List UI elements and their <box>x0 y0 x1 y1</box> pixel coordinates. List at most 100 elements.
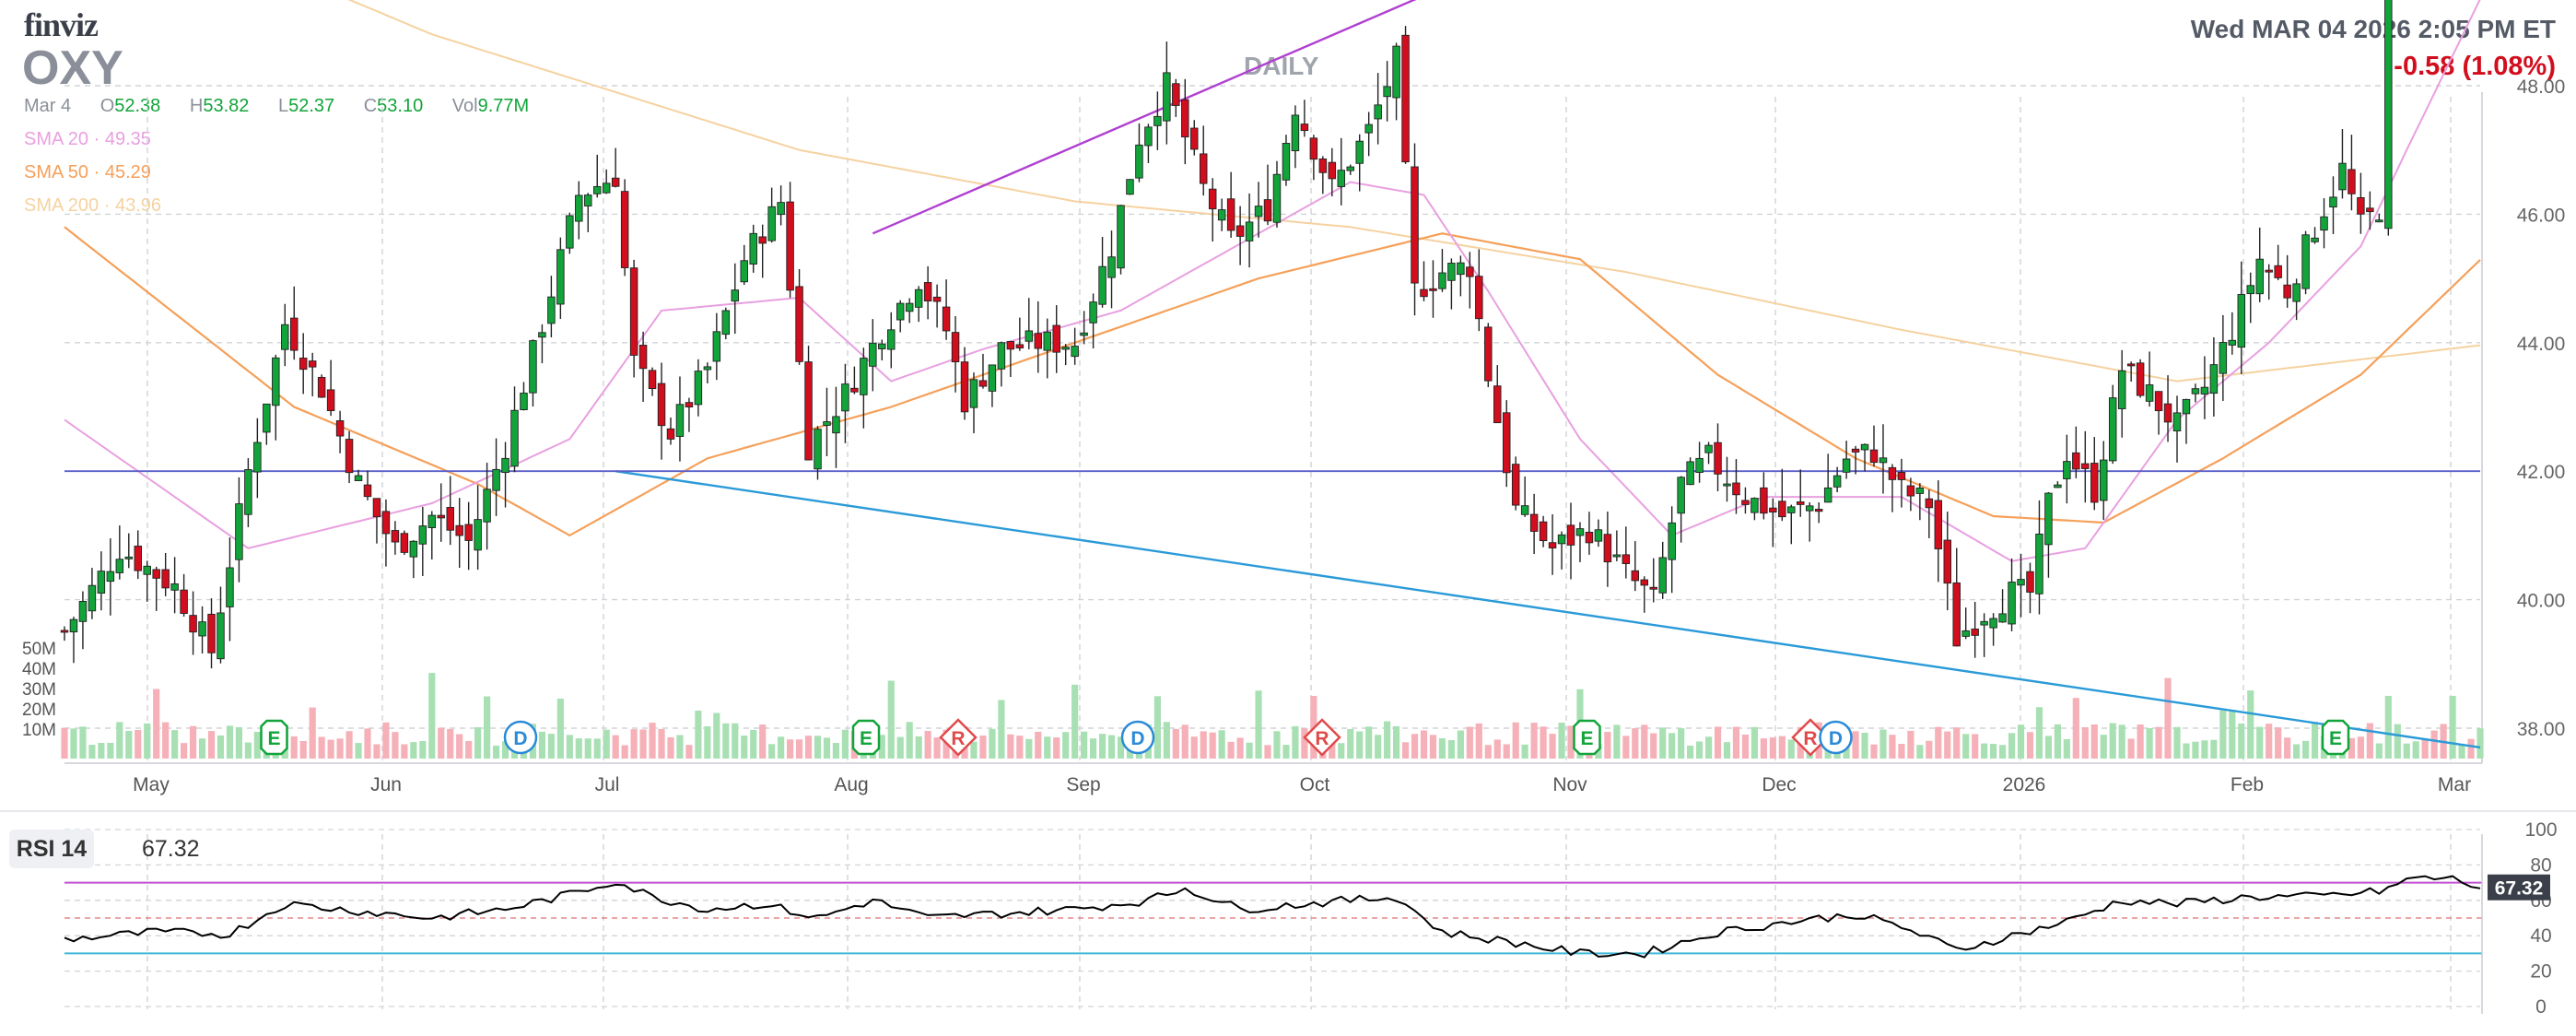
candle-body <box>363 484 372 498</box>
candle-body <box>345 439 354 474</box>
event-marker-rating[interactable]: R <box>1791 718 1830 757</box>
volume-bar <box>116 722 123 759</box>
event-marker-dividend[interactable]: D <box>1120 720 1155 755</box>
candle-body <box>823 421 831 426</box>
volume-bar <box>2384 696 2392 759</box>
candle-body <box>1346 166 1354 171</box>
volume-bar <box>290 736 298 759</box>
candle-body <box>253 441 262 473</box>
candle-body <box>1612 554 1622 558</box>
volume-bar <box>1760 738 1767 759</box>
sma20-value: 49.35 <box>104 129 151 149</box>
volume-bar <box>1741 734 1750 759</box>
earnings-marker-shape <box>1573 719 1601 756</box>
candle-body <box>1640 579 1649 586</box>
candle-body <box>1622 554 1631 564</box>
volume-bar <box>547 734 555 759</box>
sma200-line <box>347 0 2481 383</box>
volume-bar <box>621 745 628 759</box>
volume-bar <box>392 732 399 759</box>
volume-bar <box>2026 732 2034 759</box>
volume-bar <box>1401 742 1410 759</box>
volume-bar <box>456 734 463 759</box>
event-marker-dividend[interactable]: D <box>503 720 538 755</box>
candle-body <box>887 329 896 350</box>
candle-body <box>1098 265 1107 305</box>
volume-bar <box>465 740 473 759</box>
ohlc-date: Mar 4 <box>24 96 72 116</box>
x-axis-label: Dec <box>1762 774 1796 795</box>
volume-bar <box>1301 728 1308 759</box>
volume-bar <box>1678 728 1685 759</box>
candle-body <box>2366 207 2374 213</box>
event-marker-dividend[interactable]: D <box>1819 720 1853 755</box>
sma200-value: 43.96 <box>114 195 162 216</box>
x-axis-label: Jul <box>595 774 620 795</box>
volume-axis-tick: 10M <box>22 721 56 740</box>
candle-body <box>1208 188 1217 210</box>
candle-body <box>244 469 252 515</box>
event-marker-earnings[interactable]: E <box>1573 719 1601 756</box>
candle-body <box>1686 461 1694 486</box>
volume-bar <box>593 738 601 759</box>
candle-body <box>335 420 345 437</box>
candles <box>60 0 2393 669</box>
candle-body <box>1493 385 1502 424</box>
volume-bar <box>1218 730 1225 759</box>
event-marker-rating[interactable]: R <box>1303 718 1341 757</box>
volume-bar <box>336 738 344 759</box>
candle-body <box>538 332 546 338</box>
volume-bar <box>1356 731 1364 759</box>
event-marker-rating[interactable]: R <box>939 718 978 757</box>
candle-body <box>2008 582 2016 625</box>
volume-bar <box>1227 741 1235 759</box>
volume-bar <box>171 730 179 759</box>
candle-body <box>2017 579 2025 586</box>
earnings-marker-shape <box>851 719 881 756</box>
candle-body <box>1566 524 1575 546</box>
sma200-legend: SMA 200 · 43.96 <box>24 195 162 216</box>
candle-body <box>2081 463 2090 469</box>
volume-bar <box>61 727 68 759</box>
volume-bar <box>2403 743 2410 759</box>
rsi-current-value: 67.32 <box>2495 878 2544 900</box>
event-marker-earnings[interactable]: E <box>260 719 288 756</box>
candle-body <box>180 589 188 614</box>
finviz-logo[interactable]: finviz <box>24 6 99 43</box>
candle-body <box>115 559 124 573</box>
candle-body <box>1052 324 1060 353</box>
candle-body <box>1695 457 1704 474</box>
high-value: 53.82 <box>203 96 250 116</box>
volume-bar <box>1264 745 1271 759</box>
volume-bar <box>1916 745 1924 759</box>
volume-bar <box>1384 721 1391 759</box>
candle-body <box>1272 173 1282 223</box>
candle-body <box>170 583 179 591</box>
candle-body <box>529 340 537 394</box>
price-change: -0.58 (1.08%) <box>2394 52 2556 81</box>
rsi-indicator-label[interactable]: RSI 14 <box>9 830 94 868</box>
volume-bar <box>2183 743 2190 759</box>
candle-body <box>2384 0 2393 230</box>
volume-bar <box>2229 710 2236 759</box>
candle-body <box>1998 613 2007 623</box>
candle-body <box>1226 198 1235 231</box>
volume-bar <box>309 707 316 759</box>
volume-bar <box>1861 733 1868 759</box>
volume-bar <box>924 731 931 759</box>
candle-body <box>1814 509 1823 512</box>
rsi-current-tag <box>2488 874 2550 901</box>
event-marker-earnings[interactable]: E <box>2321 719 2350 756</box>
event-marker-label: E <box>267 728 280 749</box>
price-grid: 38.0040.0042.0044.0046.0048.0050.0052.00… <box>64 77 2565 1009</box>
close-value: 53.10 <box>377 96 424 116</box>
event-marker-earnings[interactable]: E <box>851 719 881 756</box>
candle-body <box>584 194 592 206</box>
volume-bar <box>1181 724 1188 759</box>
candle-body <box>1163 72 1171 122</box>
candle-body <box>1980 620 1988 626</box>
candle-body <box>804 361 813 461</box>
volume-bar <box>1035 731 1042 759</box>
candle-body <box>1603 534 1612 563</box>
